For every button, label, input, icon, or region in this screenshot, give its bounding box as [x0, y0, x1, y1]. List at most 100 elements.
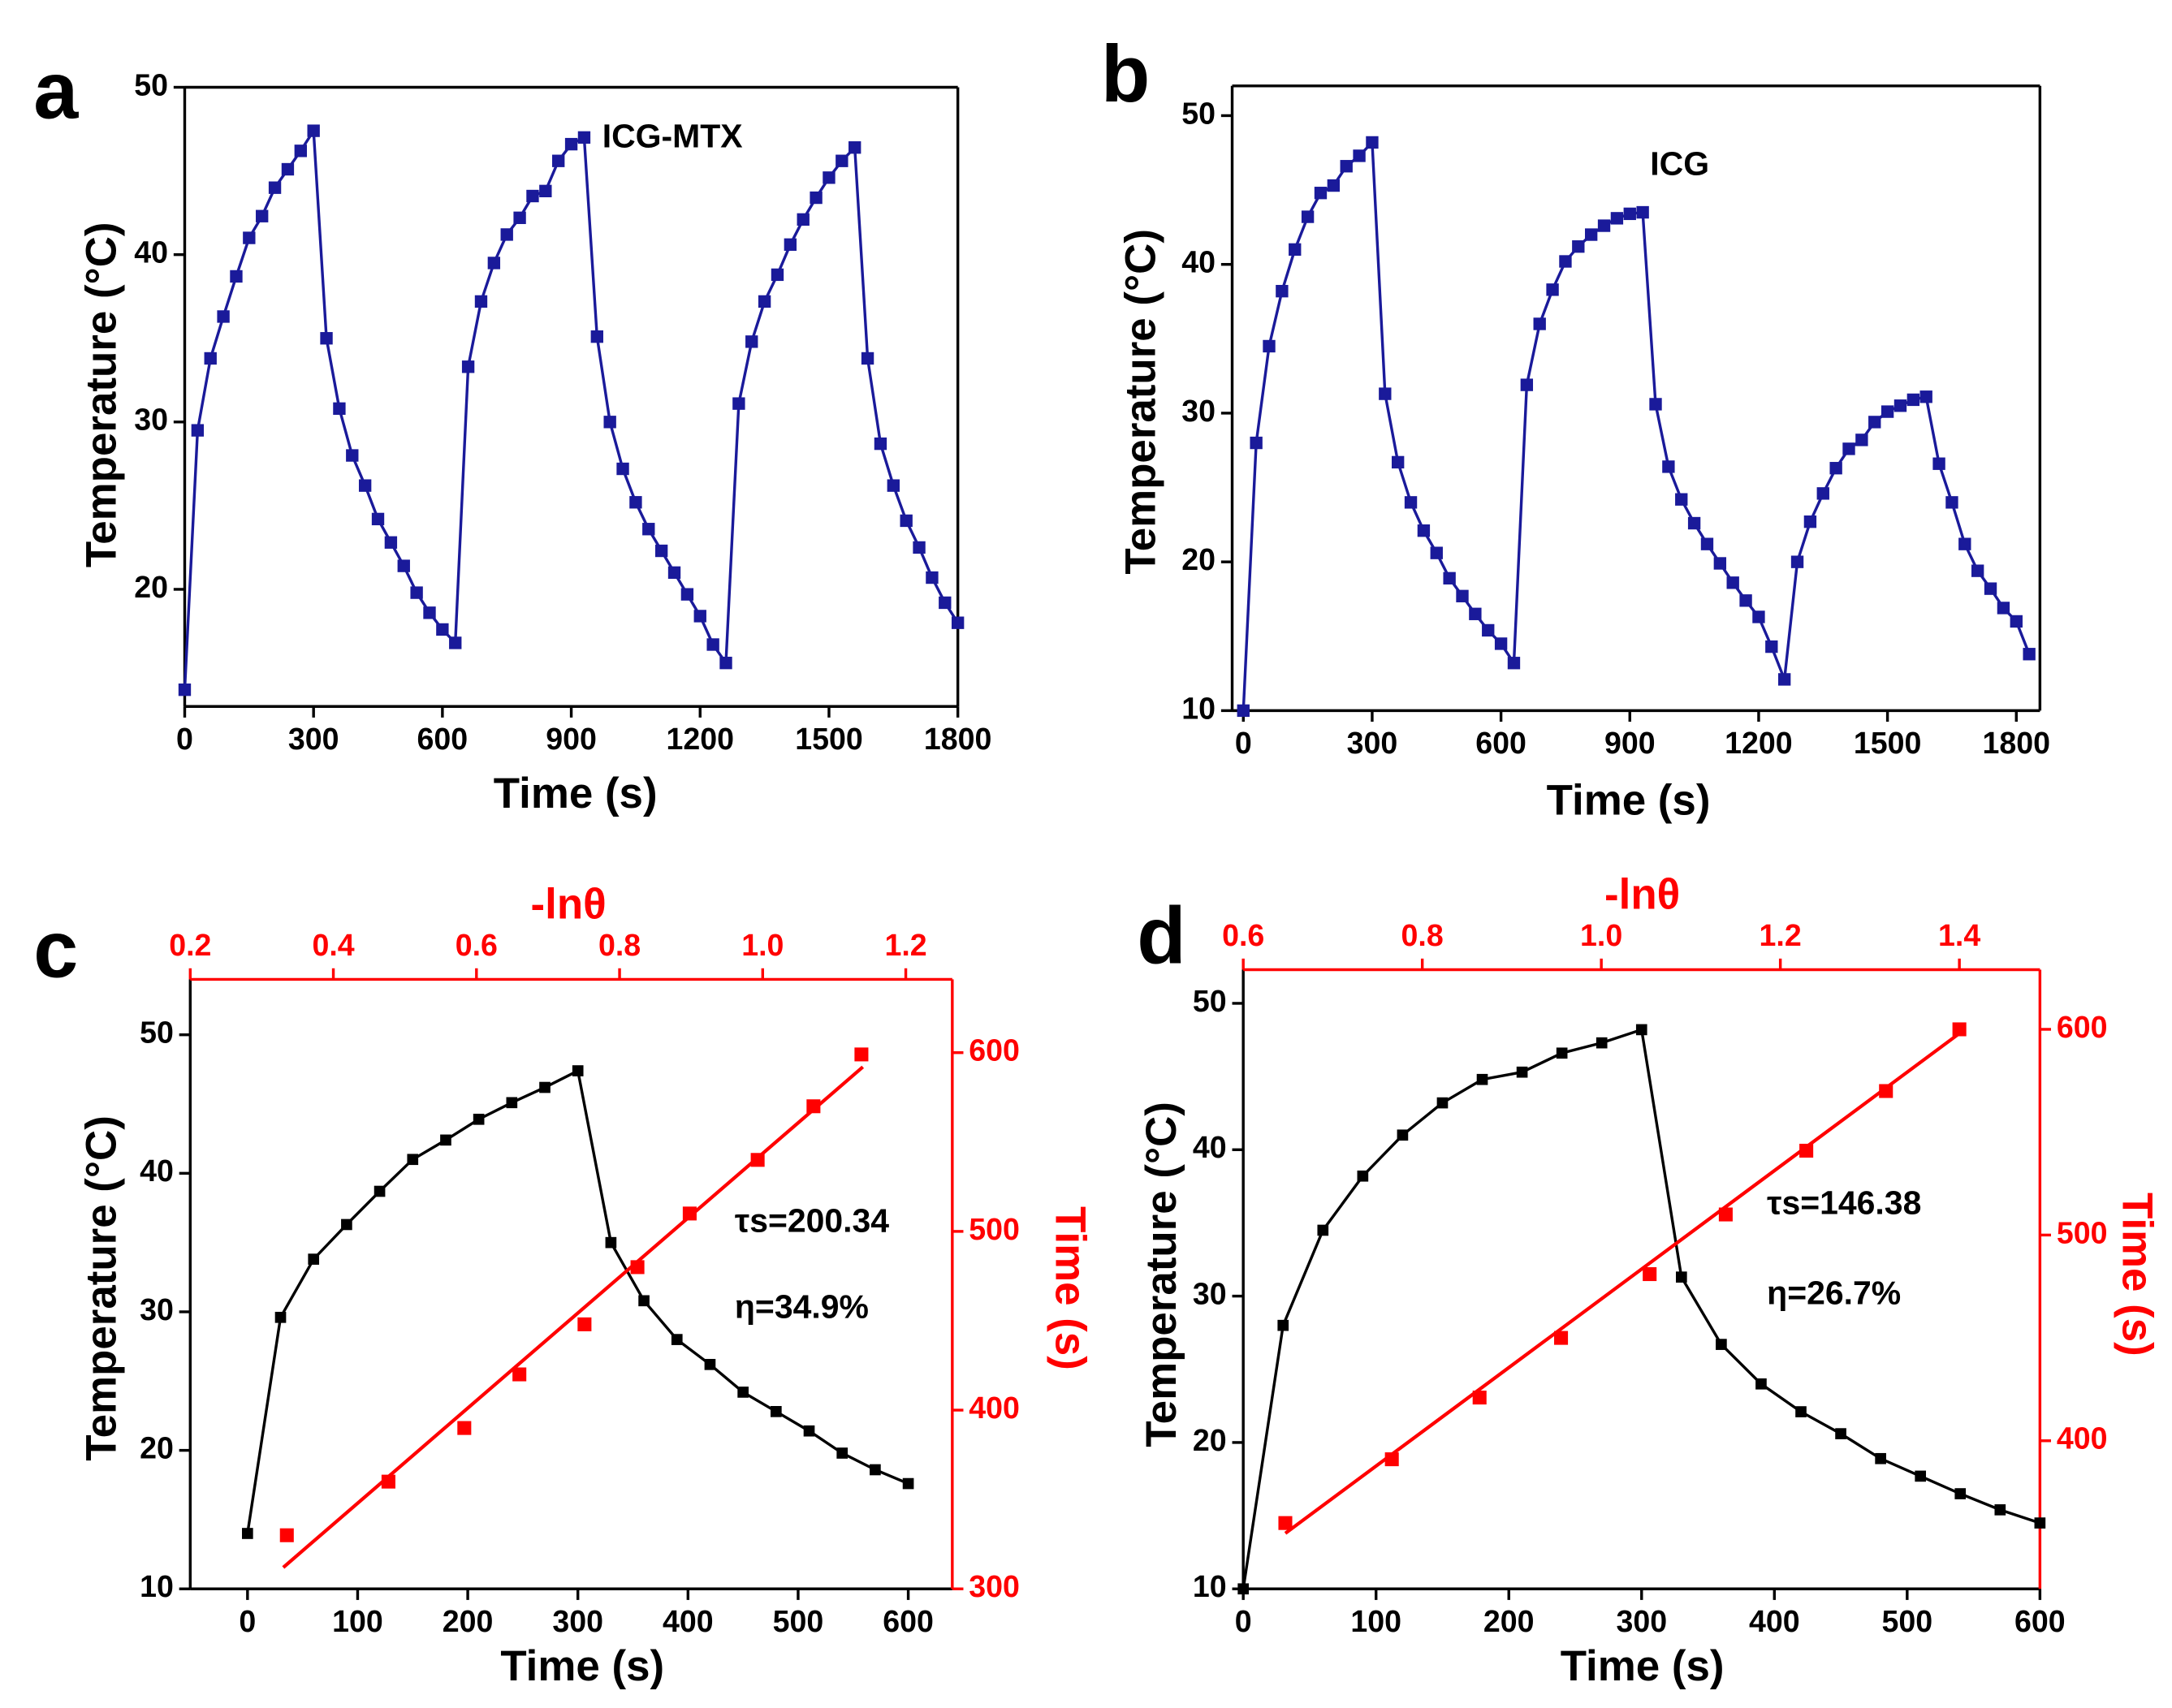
marker: [1790, 555, 1804, 568]
marker: [1584, 228, 1598, 241]
marker: [803, 1425, 815, 1437]
fit-line: [1284, 1032, 1961, 1535]
marker: [1494, 637, 1508, 650]
marker: [642, 523, 655, 536]
marker: [1443, 571, 1456, 584]
scatter-point: [512, 1367, 527, 1382]
x-tick-label: 100: [332, 1604, 383, 1638]
marker: [1795, 1406, 1807, 1417]
marker: [341, 1218, 352, 1231]
marker: [294, 144, 307, 157]
x-tick-label: 500: [773, 1604, 824, 1638]
marker: [719, 656, 732, 670]
y-axis-label: Temperature (°C): [1138, 1102, 1185, 1447]
marker: [1507, 657, 1521, 670]
y-tick-label: 10: [140, 1569, 174, 1603]
x2-tick-label: 0.4: [312, 928, 354, 962]
marker: [1301, 210, 1315, 223]
marker: [397, 559, 410, 572]
marker: [461, 360, 475, 373]
marker: [1417, 524, 1431, 537]
marker: [274, 1311, 287, 1323]
marker: [1263, 339, 1276, 353]
x-tick-label: 300: [1347, 726, 1398, 760]
marker: [913, 541, 926, 554]
marker: [204, 352, 217, 365]
marker: [1276, 284, 1289, 298]
marker: [1971, 564, 1984, 577]
marker: [732, 397, 745, 410]
series-line: [1241, 139, 2031, 711]
y-tick-label: 20: [134, 570, 168, 604]
y-tick-label: 50: [1181, 96, 1216, 130]
marker: [1546, 283, 1559, 296]
marker: [564, 137, 578, 151]
x-tick-label: 0: [176, 722, 193, 756]
x-tick-label: 1200: [667, 722, 734, 756]
marker: [629, 496, 642, 509]
x-tick-label: 600: [417, 722, 469, 756]
y-tick-label: 30: [134, 403, 168, 437]
x-tick-label: 0: [1235, 1604, 1252, 1638]
marker: [191, 424, 205, 437]
marker: [307, 124, 320, 137]
scatter-point: [1879, 1084, 1893, 1098]
scatter-point: [279, 1528, 294, 1542]
marker: [797, 213, 810, 226]
marker: [638, 1295, 650, 1307]
marker: [861, 352, 874, 365]
marker: [1777, 673, 1791, 686]
y-tick-label: 50: [134, 67, 168, 101]
marker: [1533, 317, 1546, 330]
y-axis-label: Temperature (°C): [77, 1115, 125, 1461]
marker: [1803, 515, 1817, 528]
x-tick-label: 1500: [1854, 726, 1922, 760]
x-axis-label: Time (s): [1561, 1642, 1725, 1690]
marker: [926, 571, 939, 584]
marker: [1855, 433, 1868, 446]
x-axis-label: Time (s): [1547, 777, 1711, 825]
y-tick-label: 50: [140, 1016, 174, 1050]
marker: [473, 1113, 485, 1125]
marker: [704, 1358, 716, 1370]
x2-tick-label: 0.2: [169, 928, 211, 962]
marker: [1379, 387, 1392, 400]
annotation: η=34.9%: [735, 1287, 869, 1325]
x2-tick-label: 0.6: [456, 928, 498, 962]
x-tick-label: 300: [288, 722, 339, 756]
x2-axis-label: -lnθ: [1604, 871, 1680, 919]
marker: [1915, 1470, 1927, 1482]
y2-tick-label: 400: [2057, 1421, 2108, 1456]
marker: [784, 238, 797, 251]
y2-axis-label: Time (s): [1046, 1206, 1094, 1370]
x-tick-label: 600: [1475, 726, 1526, 760]
marker: [1906, 393, 1920, 407]
marker: [1835, 1428, 1846, 1439]
scatter-point: [457, 1421, 472, 1435]
y-tick-label: 40: [140, 1154, 174, 1188]
x-tick-label: 200: [443, 1604, 494, 1638]
x2-tick-label: 0.8: [1401, 918, 1444, 952]
marker: [1829, 462, 1842, 475]
scatter-point: [1718, 1207, 1733, 1222]
marker: [951, 616, 965, 629]
marker: [526, 189, 539, 203]
marker: [1516, 1066, 1528, 1078]
marker: [1635, 1024, 1647, 1036]
scatter-point: [1952, 1022, 1967, 1037]
marker: [333, 402, 346, 415]
marker: [230, 270, 243, 283]
marker: [539, 1081, 551, 1093]
scatter-point: [577, 1317, 592, 1331]
annotation: τs=146.38: [1767, 1184, 1921, 1221]
y-tick-label: 20: [1193, 1423, 1227, 1457]
marker: [1875, 1452, 1886, 1464]
marker: [874, 437, 887, 451]
marker: [1636, 205, 1649, 219]
marker: [671, 1334, 683, 1345]
x-axis-label: Time (s): [500, 1642, 664, 1690]
marker: [1984, 582, 1997, 595]
marker: [552, 154, 565, 167]
marker: [590, 330, 603, 343]
